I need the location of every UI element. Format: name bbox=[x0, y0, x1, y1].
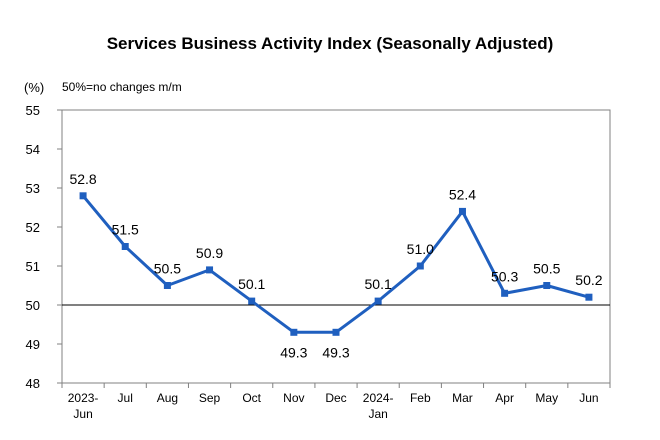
data-point bbox=[416, 262, 424, 270]
y-tick-label: 48 bbox=[26, 376, 40, 391]
data-label: 50.5 bbox=[154, 261, 181, 277]
x-tick-label: 2023- bbox=[68, 391, 99, 405]
data-label: 51.5 bbox=[112, 222, 139, 238]
x-tick-label: Jul bbox=[118, 391, 133, 405]
x-tick-label: Apr bbox=[495, 391, 514, 405]
data-point bbox=[206, 266, 214, 274]
x-tick-label: Jun bbox=[579, 391, 598, 405]
plot-area-border bbox=[61, 109, 611, 384]
y-tick-label: 50 bbox=[26, 298, 40, 313]
y-tick-label: 55 bbox=[26, 103, 40, 118]
data-point bbox=[79, 192, 87, 200]
x-tick-label: Nov bbox=[283, 391, 304, 405]
data-label: 50.1 bbox=[238, 276, 265, 292]
x-tick-label: Sep bbox=[199, 391, 221, 405]
y-axis: 48 49 50 51 52 53 54 55 bbox=[26, 103, 62, 391]
data-label: 50.5 bbox=[533, 261, 560, 277]
x-tick-label: 2024- bbox=[363, 391, 394, 405]
x-tick-label: Aug bbox=[157, 391, 178, 405]
data-label: 50.1 bbox=[365, 276, 392, 292]
data-point bbox=[163, 282, 171, 289]
y-tick-label: 49 bbox=[26, 337, 40, 352]
unit-label: (%) bbox=[24, 80, 45, 95]
data-label: 50.2 bbox=[575, 272, 602, 288]
x-tick-label: Jan bbox=[368, 407, 387, 421]
x-axis: 2023- Jun Jul Aug Sep Oct Nov Dec 2024- Jan Feb Mar… bbox=[61, 383, 611, 421]
x-tick-label: May bbox=[535, 391, 558, 405]
data-label: 52.8 bbox=[69, 171, 96, 187]
data-point bbox=[501, 289, 509, 297]
data-labels: 52.8 51.5 50.5 50.9 50.1 49.3 49.3 50.1 51.0 52.4… bbox=[69, 171, 602, 360]
data-label: 50.9 bbox=[196, 245, 223, 261]
data-label: 50.3 bbox=[491, 268, 518, 284]
y-tick-label: 54 bbox=[26, 142, 40, 157]
data-point bbox=[290, 328, 298, 336]
y-tick-label: 52 bbox=[26, 220, 40, 235]
x-tick-label: Dec bbox=[325, 391, 346, 405]
x-tick-label: Oct bbox=[242, 391, 261, 405]
x-tick-label: Feb bbox=[410, 391, 431, 405]
data-label: 49.3 bbox=[280, 344, 307, 360]
data-point bbox=[121, 243, 129, 250]
data-point bbox=[248, 297, 256, 305]
y-tick-label: 53 bbox=[26, 181, 40, 196]
y-tick-label: 51 bbox=[26, 259, 40, 274]
data-point bbox=[458, 207, 466, 215]
data-point bbox=[374, 297, 382, 305]
x-tick-label: Jun bbox=[73, 407, 92, 421]
x-tick-label: Mar bbox=[452, 391, 473, 405]
data-label: 51.0 bbox=[407, 241, 434, 257]
data-point bbox=[332, 328, 340, 336]
data-points bbox=[79, 192, 593, 336]
data-label: 49.3 bbox=[322, 344, 349, 360]
data-label: 52.4 bbox=[449, 186, 476, 202]
data-point bbox=[585, 293, 593, 301]
chart-title: Services Business Activity Index (Season… bbox=[106, 34, 554, 53]
note-label: 50%=no changes m/m bbox=[62, 80, 182, 94]
data-point bbox=[543, 282, 551, 289]
